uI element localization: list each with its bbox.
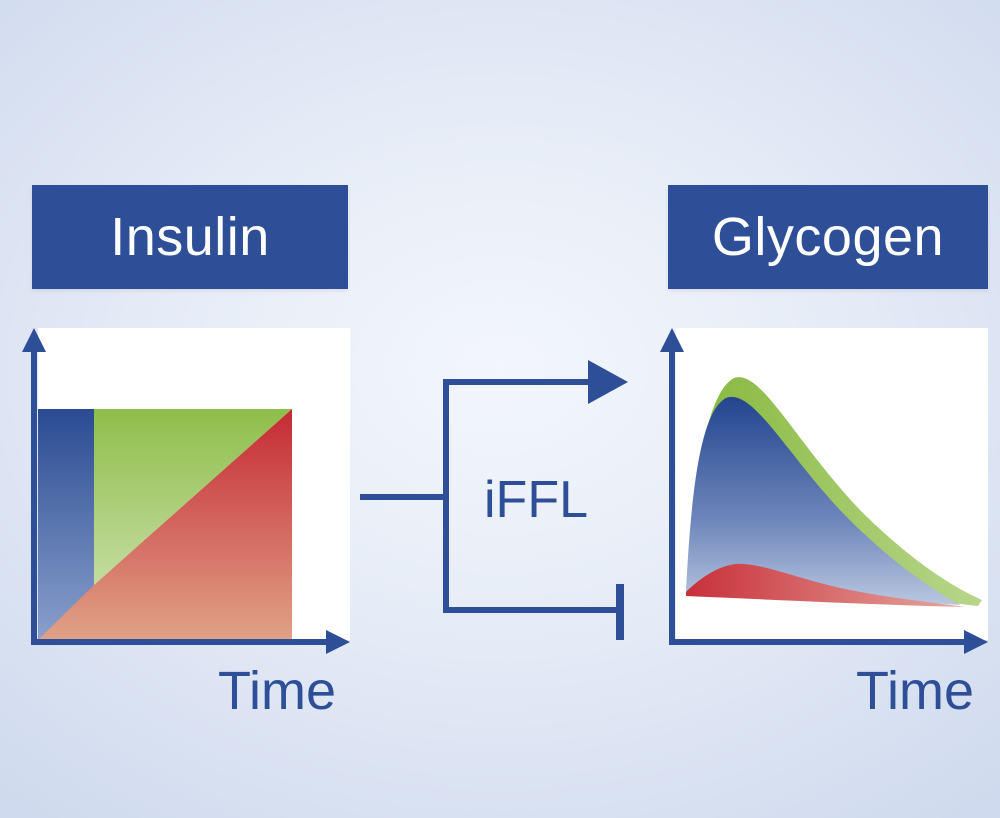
insulin-x-axis-label: Time [218,661,336,721]
iffl-label: iFFL [484,471,588,529]
activation-arrowhead [588,360,628,404]
glycogen-plot [660,328,988,654]
insulin-y-axis-arrowhead [22,328,46,352]
glycogen-y-axis-arrowhead [660,328,684,352]
insulin-title: Insulin [32,185,348,289]
insulin-red-region [38,409,292,640]
insulin-x-axis-arrowhead [326,630,350,654]
glycogen-blue-curve [686,396,960,605]
glycogen-x-axis-arrowhead [964,630,988,654]
insulin-plot [22,328,350,654]
glycogen-x-axis-label: Time [856,661,974,721]
glycogen-red-curve [686,563,965,607]
glycogen-title: Glycogen [668,185,988,289]
iffl-connector [360,360,628,640]
